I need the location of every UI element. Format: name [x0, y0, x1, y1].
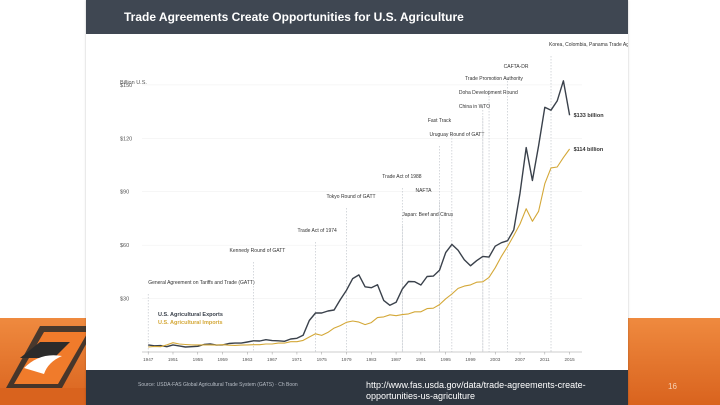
chart-footer-bar: [86, 370, 628, 405]
y-tick-label: $60: [120, 243, 129, 249]
annotation-label: NAFTA: [415, 188, 432, 194]
annotation-label: China in WTO: [459, 104, 490, 110]
annotation-label: Trade Promotion Authority: [465, 76, 523, 82]
series-line-exports: [148, 80, 571, 348]
annotation-label: Kennedy Round of GATT: [230, 248, 286, 254]
x-tick-label: 2007: [515, 357, 526, 362]
x-tick-label: 1983: [366, 357, 377, 362]
x-tick-label: 1967: [267, 357, 278, 362]
annotation-label: Trade Act of 1974: [298, 228, 338, 234]
x-tick-label: 1979: [341, 357, 352, 362]
x-tick-label: 1971: [292, 357, 303, 362]
source-note: Source: USDA-FAS Global Agricultural Tra…: [138, 382, 298, 388]
legend-entry: U.S. Agricultural Imports: [158, 320, 223, 326]
y-axis-label: Billion U.S.: [120, 80, 147, 86]
annotation-label: Doha Development Round: [459, 90, 518, 96]
legend-entry: U.S. Agricultural Exports: [158, 312, 223, 318]
series-line-imports: [148, 148, 571, 348]
x-tick-label: 1959: [217, 357, 228, 362]
source-url[interactable]: http://www.fas.usda.gov/data/trade-agree…: [366, 380, 586, 401]
annotation-label: Fast Track: [428, 118, 452, 124]
x-tick-label: 2003: [490, 357, 501, 362]
x-tick-label: 1975: [317, 357, 328, 362]
y-tick-label: $30: [120, 297, 129, 303]
line-chart: Billion U.S. $30 $60 $90 $120 $150 1947 1951 195…: [120, 42, 628, 362]
annotation-label: General Agreement on Tariffs and Trade (…: [148, 280, 255, 286]
x-tick-label: 2015: [564, 357, 575, 362]
y-tick-label: $150: [120, 83, 132, 89]
chart-title: Trade Agreements Create Opportunities fo…: [124, 10, 464, 24]
chart-panel: Trade Agreements Create Opportunities fo…: [86, 0, 628, 405]
x-tick-label: 1951: [168, 357, 179, 362]
y-tick-label: $120: [120, 136, 132, 142]
chart-header: Trade Agreements Create Opportunities fo…: [86, 0, 628, 34]
x-tick-label: 1999: [465, 357, 476, 362]
x-tick-label: 1987: [391, 357, 402, 362]
annotation-label: CAFTA-DR: [504, 64, 529, 70]
series-end-label: $133 billion: [574, 113, 605, 119]
series-end-label: $114 billion: [574, 147, 604, 153]
x-tick-label: 1991: [416, 357, 427, 362]
annotation-label: Korea, Colombia, Panama Trade Agreements: [549, 42, 628, 48]
page-number: 16: [668, 382, 677, 391]
annotation-label: Japan: Beef and Citrus: [402, 212, 453, 218]
annotation-label: Uruguay Round of GATT: [429, 132, 484, 138]
x-tick-label: 1947: [143, 357, 154, 362]
y-tick-label: $90: [120, 190, 129, 196]
x-tick-label: 1963: [242, 357, 253, 362]
university-logo: [0, 326, 110, 405]
x-tick-label: 2011: [540, 357, 550, 362]
annotation-label: Tokyo Round of GATT: [327, 194, 376, 200]
x-tick-label: 1995: [441, 357, 452, 362]
x-tick-label: 1955: [193, 357, 204, 362]
annotation-label: Trade Act of 1988: [382, 174, 422, 180]
